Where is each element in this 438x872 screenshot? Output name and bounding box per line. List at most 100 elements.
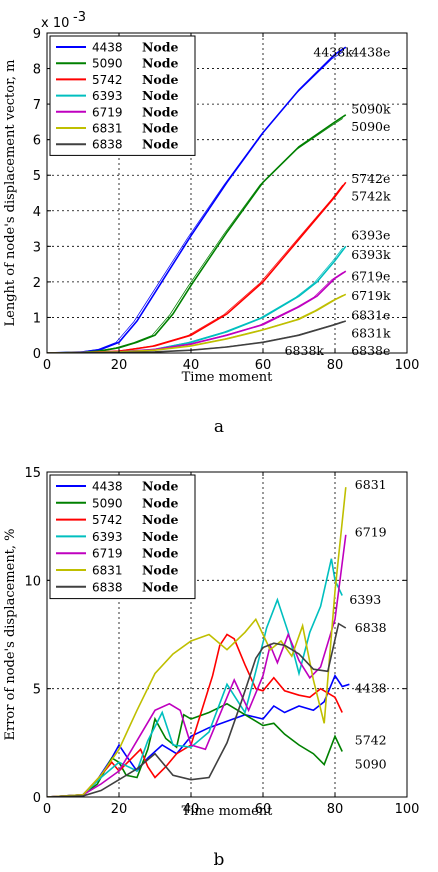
legend-node-label: Node: [142, 479, 179, 494]
exponent-label: x 10: [41, 16, 69, 31]
series-line-5090: [47, 114, 347, 353]
chart-b: 0 20 40 60 80 100 0 5 10 15 Time moment Error of no…: [3, 466, 419, 870]
series-line-6393: [47, 245, 347, 353]
end-label-5742k: 5742k: [351, 189, 391, 204]
x-axis-label: Time moment: [182, 370, 274, 385]
series-line-6831: [47, 487, 347, 797]
end-label-6393e: 6393e: [351, 228, 390, 243]
end-label-5090k: 5090k: [351, 101, 391, 116]
series-line-k-4438: [47, 51, 343, 353]
legend-node-label: Node: [142, 546, 179, 561]
series-line-5742: [47, 181, 347, 353]
legend-label-4438: 4438: [92, 480, 123, 494]
legend-node-label: Node: [142, 579, 179, 594]
end-label-5090: 5090: [355, 757, 387, 772]
y-tick-label: 5: [33, 169, 41, 184]
legend-label-6719: 6719: [92, 105, 123, 119]
y-tick-label: 3: [33, 240, 41, 255]
series-line-6393: [47, 558, 343, 797]
end-label-6831: 6831: [355, 477, 387, 492]
exponent-power: -3: [73, 10, 86, 25]
legend-node-label: Node: [142, 495, 179, 510]
legend-label-6838: 6838: [92, 580, 123, 594]
x-tick-label: 40: [183, 802, 200, 817]
legend-node-label: Node: [142, 137, 179, 152]
legend-label-5742: 5742: [92, 73, 123, 87]
y-tick-label: 2: [33, 276, 41, 291]
series-line-6719: [47, 534, 347, 797]
panel-label-b: b: [214, 850, 225, 870]
legend-node-label: Node: [142, 529, 179, 544]
legend: 4438 Node 5090 Node 5742 Node 6393 Node 6719 Node…: [49, 474, 196, 600]
end-label-5090e: 5090e: [351, 119, 390, 134]
y-tick-label: 6: [33, 134, 41, 149]
x-tick-label: 60: [255, 358, 272, 373]
series-line-k-5742: [47, 184, 344, 353]
legend-node-label: Node: [142, 40, 179, 55]
series-line-6838: [47, 622, 347, 797]
legend-node-label: Node: [142, 104, 179, 119]
legend-label-6831: 6831: [92, 564, 123, 578]
x-tick-label: 40: [183, 358, 200, 373]
end-label-6838e: 6838e: [351, 343, 390, 358]
end-label-6838k: 6838k: [285, 343, 325, 358]
y-tick-label: 1: [33, 311, 41, 326]
x-tick-label: 0: [43, 802, 51, 817]
series-line-4438: [47, 674, 350, 797]
end-label-4438: 4438: [355, 681, 387, 696]
plot-frame: [46, 32, 408, 354]
end-label-6719: 6719: [355, 525, 387, 540]
end-label-6831k: 6831k: [351, 325, 391, 340]
x-tick-label: 100: [395, 802, 420, 817]
y-tick-label: 9: [33, 27, 41, 42]
end-label-6831e: 6831e: [351, 308, 390, 323]
y-tick-label: 7: [33, 98, 41, 113]
x-tick-label: 80: [327, 358, 344, 373]
end-label-5742: 5742: [355, 733, 387, 748]
x-tick-label: 20: [111, 358, 128, 373]
y-tick-label: 4: [33, 205, 41, 220]
y-tick-label: 8: [33, 63, 41, 78]
y-axis-label: Lenght of node's displacement vector, m: [3, 60, 18, 327]
legend-label-6831: 6831: [92, 122, 123, 136]
end-label-5742e: 5742e: [351, 171, 390, 186]
series-line-k-6393: [47, 247, 344, 353]
y-tick-label: 0: [33, 347, 41, 362]
end-label-6719k: 6719k: [351, 288, 391, 303]
series-line-5090: [47, 702, 343, 797]
end-label-6393: 6393: [349, 592, 381, 607]
end-label-4438e: 4438e: [351, 45, 390, 60]
chart-a: 0 20 40 60 80 100 0 1 2 3 4 5 6 7 8 9x 10 -3 Time moment L…: [3, 10, 419, 437]
legend-node-label: Node: [142, 563, 179, 578]
y-tick-label: 5: [33, 683, 41, 698]
panel-label-a: a: [214, 417, 224, 437]
x-axis-label: Time moment: [182, 804, 274, 819]
end-label-6719e: 6719e: [351, 269, 390, 284]
end-label-6838: 6838: [355, 620, 387, 635]
series-line-5742: [47, 633, 343, 797]
legend-label-4438: 4438: [92, 41, 123, 55]
x-tick-label: 20: [111, 802, 128, 817]
legend-node-label: Node: [142, 512, 179, 527]
plot-frame: [46, 471, 408, 798]
series-line-k-5090: [47, 118, 343, 353]
y-axis-label: Error of node's displacement, %: [3, 528, 18, 740]
legend-label-5742: 5742: [92, 513, 123, 527]
legend-label-6838: 6838: [92, 138, 123, 152]
legend-node-label: Node: [142, 88, 179, 103]
y-tick-label: 15: [24, 466, 41, 481]
legend-label-6393: 6393: [92, 530, 123, 544]
x-tick-label: 100: [395, 358, 420, 373]
legend-label-6719: 6719: [92, 547, 123, 561]
x-tick-label: 60: [255, 802, 272, 817]
y-tick-label: 0: [33, 791, 41, 806]
x-tick-label: 0: [43, 358, 51, 373]
legend-node-label: Node: [142, 121, 179, 136]
legend-node-label: Node: [142, 56, 179, 71]
legend: 4438 Node 5090 Node 5742 Node 6393 Node 6719 Node…: [49, 35, 196, 156]
legend-label-5090: 5090: [92, 496, 123, 510]
legend-label-6393: 6393: [92, 89, 123, 103]
end-label-4438k: 4438k: [313, 45, 353, 60]
